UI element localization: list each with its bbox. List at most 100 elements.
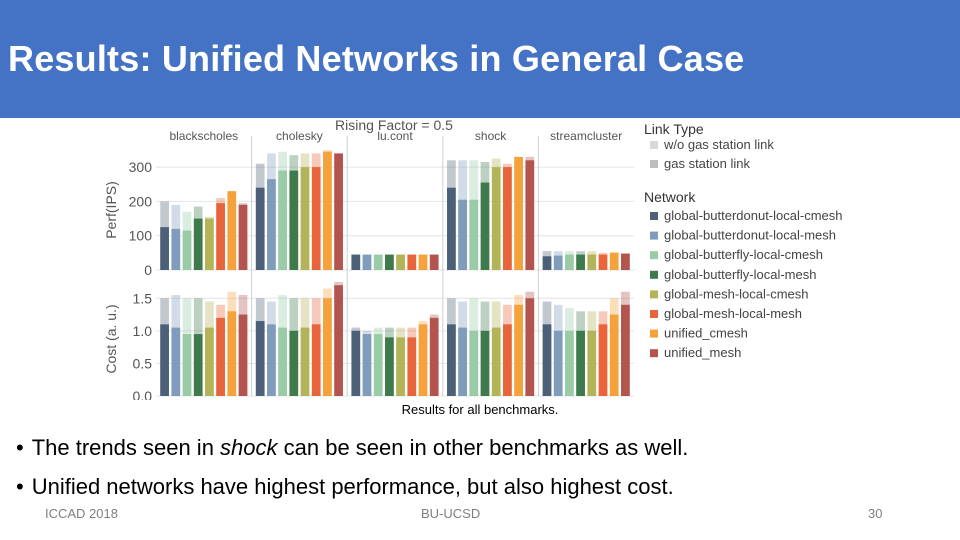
bar-global-butterdonut-local-mesh-cholesky-gas-station <box>267 324 276 396</box>
legend-label-link-type: gas station link <box>664 156 750 171</box>
bar-global-butterfly-local-mesh-shock-gas-station <box>480 182 490 270</box>
legend-swatch-unified_mesh <box>650 349 658 358</box>
bar-unified_cmesh-shock-gas-station <box>514 156 523 270</box>
bar-global-butterdonut-local-mesh-blackscholes-gas-station <box>171 228 181 270</box>
bar-global-butterfly-local-mesh-lu.cont-gas-station <box>385 254 394 270</box>
bar-global-butterfly-local-mesh-streamcluster-gas-station <box>576 330 585 396</box>
chart-title: Rising Factor = 0.5 <box>335 118 453 133</box>
legend-label-link-type: w/o gas station link <box>663 137 774 152</box>
facet-label-lu-cont: lu.cont <box>377 129 413 143</box>
y-tick-label: 0.5 <box>133 355 153 371</box>
bar-global-butterdonut-local-cmesh-streamcluster-gas-station <box>542 256 552 270</box>
bullet-1-text-after: can be seen in other benchmarks as well. <box>277 435 689 460</box>
bar-global-butterdonut-local-mesh-lu.cont-gas-station <box>362 254 372 270</box>
bar-unified_mesh-lu.cont-gas-station <box>429 317 439 396</box>
bar-unified_cmesh-shock-gas-station <box>514 304 523 396</box>
bar-global-mesh-local-cmesh-lu.cont-gas-station <box>396 337 405 396</box>
bar-global-butterfly-local-cmesh-shock-gas-station <box>469 330 479 396</box>
bar-global-mesh-local-mesh-lu.cont-gas-station <box>407 254 417 270</box>
bar-unified_mesh-cholesky-gas-station <box>334 153 343 270</box>
y-tick-label: 100 <box>129 228 153 244</box>
bar-global-butterfly-local-cmesh-cholesky-gas-station <box>278 327 287 396</box>
bar-global-mesh-local-mesh-cholesky-gas-station <box>311 324 321 396</box>
bar-global-butterfly-local-mesh-blackscholes-gas-station <box>193 334 203 396</box>
footer-institution: BU-UCSD <box>421 506 481 521</box>
bar-global-mesh-local-cmesh-cholesky-gas-station <box>300 327 310 396</box>
bullet-marker: • <box>16 474 24 499</box>
bar-unified_cmesh-blackscholes-gas-station <box>227 311 237 396</box>
y-tick-label: 0 <box>144 262 152 278</box>
bullet-2-text: Unified networks have highest performanc… <box>31 474 674 499</box>
bar-global-butterdonut-local-mesh-cholesky-gas-station <box>267 179 276 270</box>
bar-global-butterdonut-local-cmesh-shock-gas-station <box>447 324 456 396</box>
bar-global-mesh-local-mesh-streamcluster-gas-station <box>598 254 608 270</box>
bar-global-mesh-local-mesh-lu.cont-gas-station <box>407 337 417 396</box>
bar-global-mesh-local-mesh-cholesky-gas-station <box>311 167 321 270</box>
bar-global-butterfly-local-mesh-lu.cont-gas-station <box>385 337 394 396</box>
legend-title-link-type: Link Type <box>644 121 704 137</box>
bar-global-butterfly-local-cmesh-streamcluster-gas-station <box>565 254 574 270</box>
slide-title: Results: Unified Networks in General Cas… <box>8 38 745 79</box>
legend-label-global-mesh-local-mesh: global-mesh-local-mesh <box>664 306 802 321</box>
legend-swatch-global-mesh-local-cmesh <box>650 290 658 299</box>
bar-global-butterdonut-local-cmesh-cholesky-gas-station <box>255 321 265 396</box>
y-tick-label: 200 <box>129 193 153 209</box>
y-axis-label: Cost (a. u.) <box>103 304 119 373</box>
legend-swatch-link-type <box>650 141 658 149</box>
bar-global-mesh-local-cmesh-lu.cont-gas-station <box>396 254 405 270</box>
bullet-marker: • <box>16 435 24 460</box>
bar-global-mesh-local-cmesh-streamcluster-gas-station <box>587 330 597 396</box>
bar-global-mesh-local-mesh-blackscholes-gas-station <box>216 317 225 396</box>
bar-global-butterfly-local-cmesh-lu.cont-gas-station <box>373 254 383 270</box>
legend-label-unified_cmesh: unified_cmesh <box>664 326 748 341</box>
bar-unified_cmesh-blackscholes-gas-station <box>227 191 237 270</box>
footer-page-number: 30 <box>868 506 883 521</box>
bar-unified_mesh-shock-gas-station <box>525 160 535 270</box>
legend-swatch-global-butterfly-local-cmesh <box>650 251 658 260</box>
facet-label-streamcluster: streamcluster <box>550 129 622 143</box>
bar-global-butterdonut-local-mesh-shock-gas-station <box>458 199 467 270</box>
figure-caption: Results for all benchmarks. <box>401 402 559 417</box>
bar-global-butterdonut-local-cmesh-lu.cont-gas-station <box>351 254 361 270</box>
y-tick-label: 0.0 <box>133 388 153 400</box>
title-bar: Results: Unified Networks in General Cas… <box>0 0 960 118</box>
legend-label-global-butterfly-local-mesh: global-butterfly-local-mesh <box>664 267 816 282</box>
bar-global-butterfly-local-mesh-cholesky-gas-station <box>289 170 299 270</box>
bullet-item-1: • The trends seen in shock can be seen in… <box>16 428 688 467</box>
legend-label-global-butterdonut-local-mesh: global-butterdonut-local-mesh <box>664 228 836 243</box>
bar-unified_cmesh-lu.cont-gas-station <box>418 324 428 396</box>
bullet-list: • The trends seen in shock can be seen in… <box>16 428 688 506</box>
legend-swatch-global-butterdonut-local-mesh <box>650 231 658 240</box>
bar-global-butterdonut-local-mesh-shock-gas-station <box>458 327 467 396</box>
bar-global-butterdonut-local-cmesh-streamcluster-gas-station <box>542 324 552 396</box>
bar-global-mesh-local-mesh-blackscholes-gas-station <box>216 203 225 270</box>
legend-label-global-butterfly-local-cmesh: global-butterfly-local-cmesh <box>664 247 823 262</box>
bar-global-butterfly-local-mesh-streamcluster-gas-station <box>576 254 585 270</box>
bar-unified_mesh-blackscholes-gas-station <box>238 204 248 270</box>
bar-global-mesh-local-cmesh-shock-gas-station <box>491 167 501 270</box>
legend-swatch-global-butterfly-local-mesh <box>650 270 658 279</box>
bar-global-butterfly-local-cmesh-blackscholes-gas-station <box>182 230 192 270</box>
legend-label-unified_mesh: unified_mesh <box>664 345 741 360</box>
bar-global-mesh-local-mesh-streamcluster-gas-station <box>598 324 608 396</box>
bar-global-mesh-local-cmesh-blackscholes-gas-station <box>205 218 214 270</box>
bar-global-mesh-local-cmesh-cholesky-gas-station <box>300 167 310 270</box>
bar-unified_cmesh-streamcluster-gas-station <box>609 252 619 270</box>
y-axis-label: Perf(IPS) <box>103 181 119 239</box>
bar-unified_cmesh-cholesky-gas-station <box>323 298 332 396</box>
bar-unified_mesh-lu.cont-gas-station <box>429 254 439 270</box>
bar-unified_cmesh-lu.cont-gas-station <box>418 254 428 270</box>
y-tick-label: 300 <box>129 159 153 175</box>
bar-unified_cmesh-streamcluster-gas-station <box>609 314 619 396</box>
bar-global-butterdonut-local-cmesh-cholesky-gas-station <box>255 187 265 270</box>
footer-conference: ICCAD 2018 <box>45 506 118 521</box>
bar-global-mesh-local-mesh-shock-gas-station <box>503 324 512 396</box>
bullet-item-2: • Unified networks have highest performan… <box>16 467 688 506</box>
bar-global-butterdonut-local-cmesh-blackscholes-gas-station <box>160 227 169 270</box>
bullet-1-text-before: The trends seen in <box>31 435 221 460</box>
y-tick-label: 1.5 <box>133 290 153 306</box>
bar-global-mesh-local-mesh-shock-gas-station <box>503 167 512 270</box>
bar-unified_cmesh-cholesky-gas-station <box>323 151 332 270</box>
legend-label-global-mesh-local-cmesh: global-mesh-local-cmesh <box>664 286 809 301</box>
legend-title-network: Network <box>644 189 696 205</box>
